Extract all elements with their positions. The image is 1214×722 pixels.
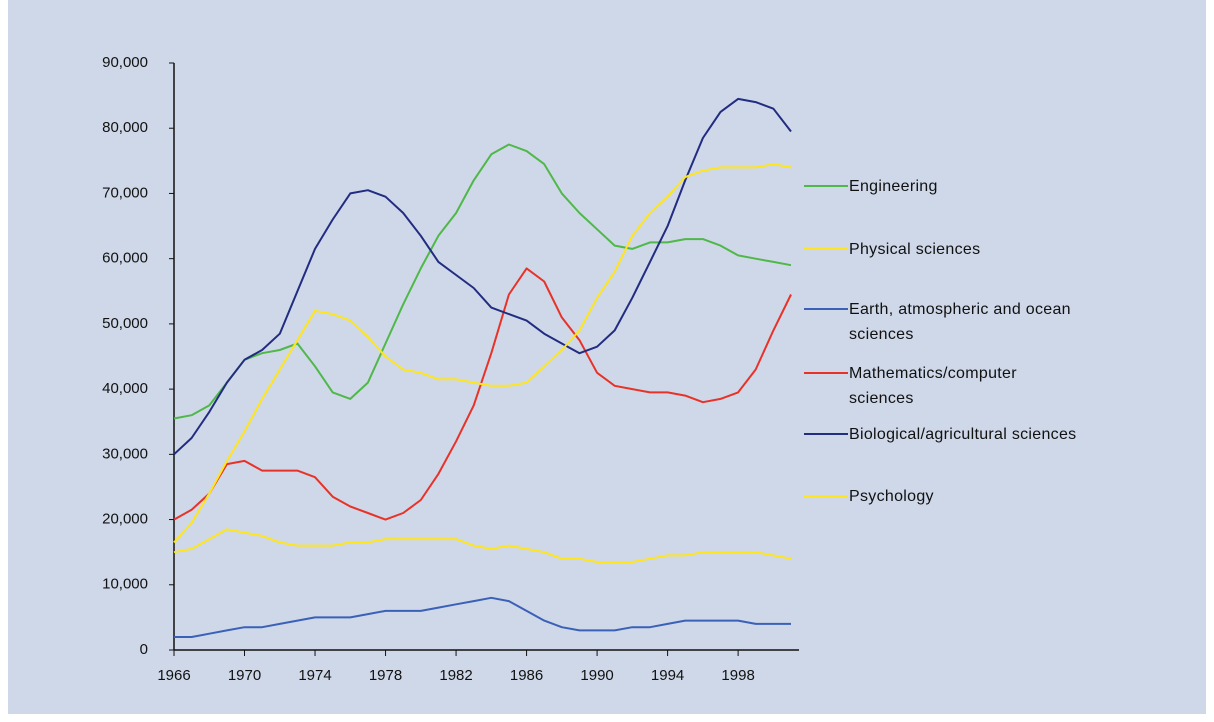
legend-swatch (804, 372, 848, 374)
legend-label: Physical sciences (849, 241, 981, 258)
y-tick-label: 40,000 (102, 380, 148, 397)
x-tick-label: 1982 (439, 667, 472, 684)
x-tick-label: 1970 (228, 667, 261, 684)
legend-swatch (804, 185, 848, 187)
legend-label: Engineering (849, 178, 938, 195)
legend-swatch (804, 308, 848, 310)
x-tick-label: 1974 (298, 667, 331, 684)
legend-label: Mathematics/computer sciences (849, 365, 1017, 407)
x-tick-label: 1994 (651, 667, 684, 684)
y-tick-label: 10,000 (102, 576, 148, 593)
x-tick-label: 1990 (580, 667, 613, 684)
y-tick-label: 90,000 (102, 54, 148, 71)
y-tick-label: 70,000 (102, 184, 148, 201)
y-tick-label: 60,000 (102, 250, 148, 267)
legend-label: Biological/agricultural sciences (849, 426, 1077, 443)
x-tick-label: 1966 (157, 667, 190, 684)
series-line (173, 163, 792, 544)
x-tick-label: 1978 (369, 667, 402, 684)
y-tick-label: 80,000 (102, 119, 148, 136)
series-line (174, 596, 791, 638)
legend-swatch (804, 495, 848, 497)
y-tick-label: 20,000 (102, 511, 148, 528)
x-tick-label: 1998 (721, 667, 754, 684)
series-line (173, 97, 792, 456)
legend-label: Earth, atmospheric and ocean sciences (849, 301, 1071, 343)
series-line (173, 267, 792, 521)
legend-swatch (804, 433, 848, 435)
y-tick-label: 30,000 (102, 445, 148, 462)
series-line (173, 528, 792, 563)
legend-label: Psychology (849, 488, 934, 505)
y-tick-label: 50,000 (102, 315, 148, 332)
series-line (173, 143, 792, 420)
legend-swatch (804, 248, 848, 250)
x-tick-label: 1986 (510, 667, 543, 684)
chart-background (8, 0, 1206, 714)
y-tick-label: 0 (140, 641, 148, 658)
